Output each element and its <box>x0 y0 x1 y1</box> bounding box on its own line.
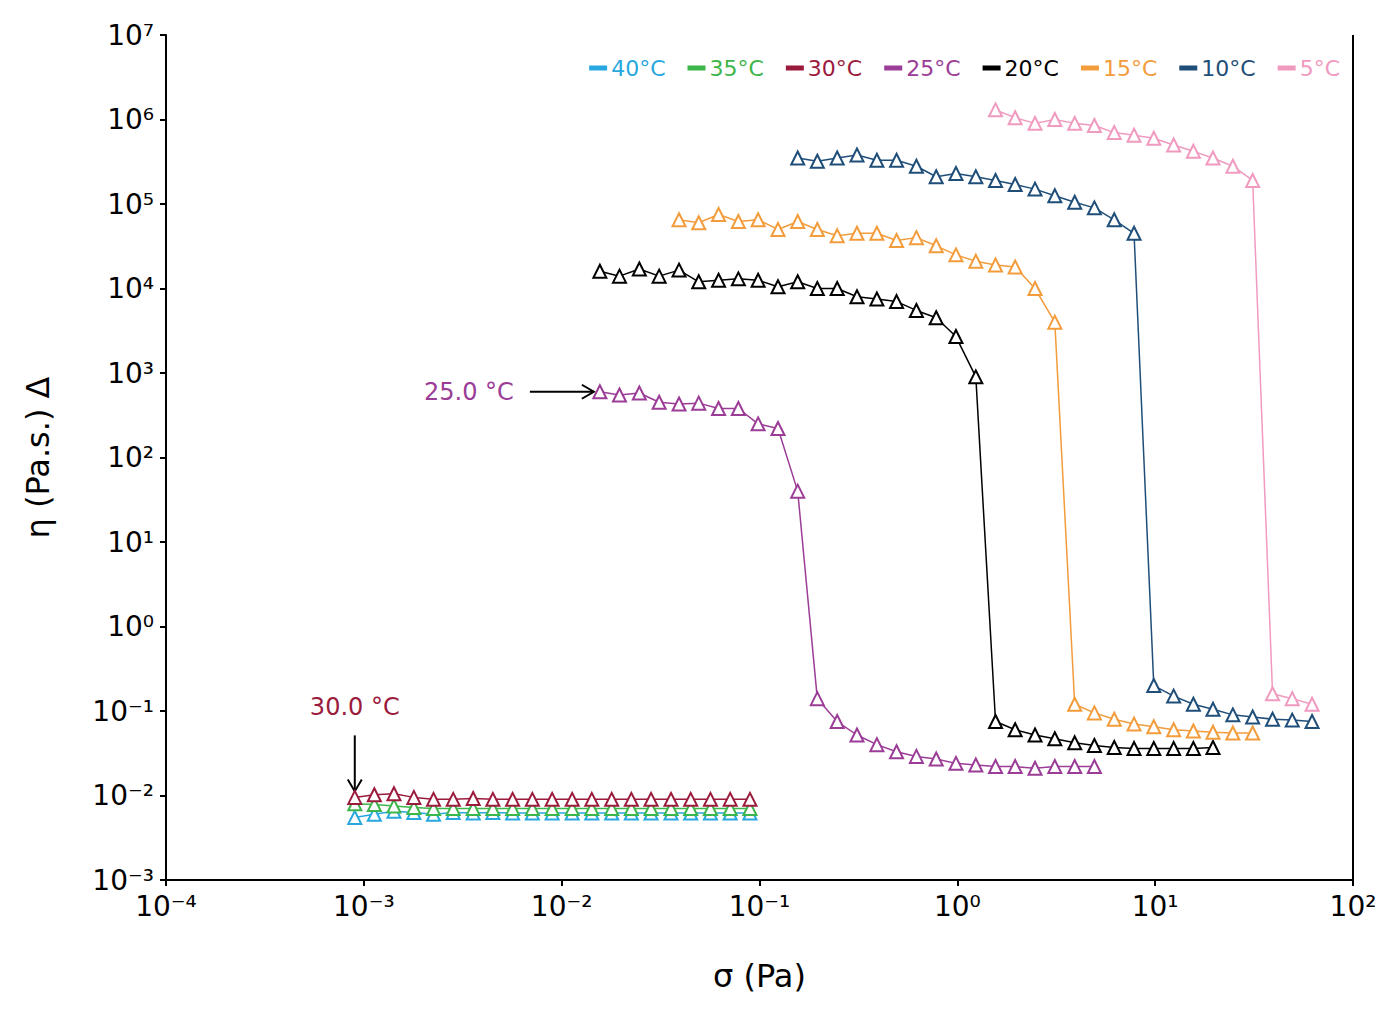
svg-text:10²: 10² <box>1330 890 1377 923</box>
svg-text:10²: 10² <box>107 441 154 474</box>
svg-text:σ (Pa): σ (Pa) <box>713 957 806 995</box>
svg-text:10³: 10³ <box>107 357 154 390</box>
svg-text:25.0 °C: 25.0 °C <box>424 378 514 406</box>
svg-text:15°C: 15°C <box>1103 56 1157 81</box>
svg-text:20°C: 20°C <box>1005 56 1059 81</box>
svg-text:25°C: 25°C <box>906 56 960 81</box>
svg-text:40°C: 40°C <box>611 56 665 81</box>
svg-text:10°C: 10°C <box>1201 56 1255 81</box>
svg-text:10⁻¹: 10⁻¹ <box>729 890 791 923</box>
svg-text:35°C: 35°C <box>710 56 764 81</box>
svg-text:5°C: 5°C <box>1300 56 1340 81</box>
svg-text:10⁰: 10⁰ <box>934 890 981 923</box>
svg-text:10⁷: 10⁷ <box>107 19 154 52</box>
svg-text:10⁻¹: 10⁻¹ <box>92 695 154 728</box>
svg-text:30°C: 30°C <box>808 56 862 81</box>
svg-text:10⁻³: 10⁻³ <box>333 890 395 923</box>
svg-text:10⁻²: 10⁻² <box>531 890 593 923</box>
svg-text:10⁰: 10⁰ <box>107 610 154 643</box>
svg-text:10⁻³: 10⁻³ <box>92 863 154 897</box>
svg-text:10¹: 10¹ <box>107 526 154 559</box>
svg-text:10⁻⁴: 10⁻⁴ <box>135 890 197 923</box>
svg-text:10⁴: 10⁴ <box>107 272 154 305</box>
svg-text:30.0 °C: 30.0 °C <box>310 693 400 721</box>
svg-text:η (Pa.s.) Δ: η (Pa.s.) Δ <box>19 376 57 538</box>
svg-text:10¹: 10¹ <box>1132 890 1179 923</box>
svg-text:10⁵: 10⁵ <box>107 188 154 221</box>
svg-text:10⁻²: 10⁻² <box>92 779 154 812</box>
svg-text:10⁶: 10⁶ <box>107 103 154 136</box>
